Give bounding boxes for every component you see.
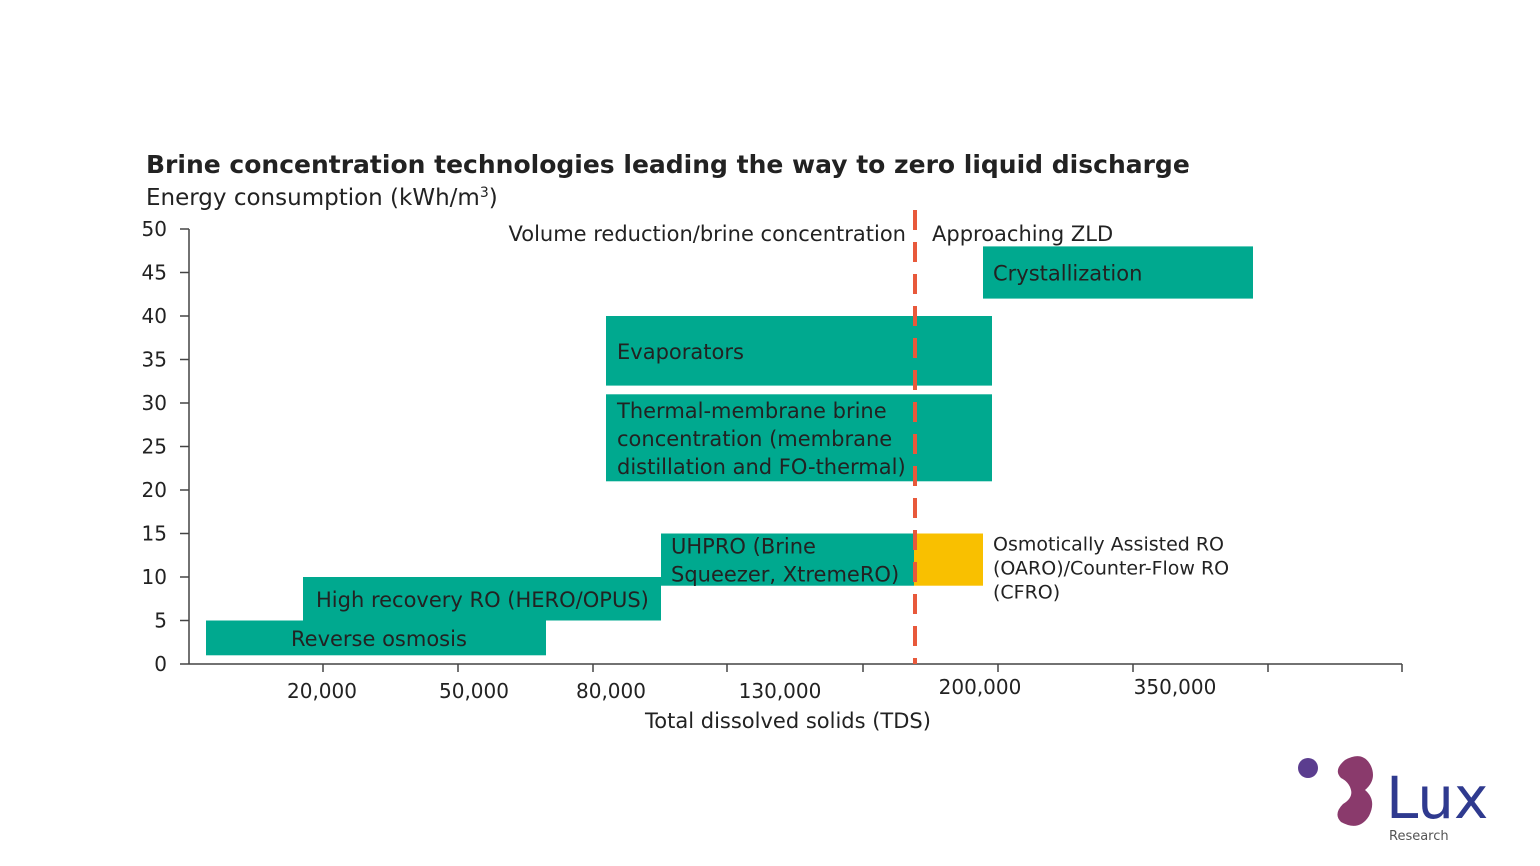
y-tick-label: 25: [142, 435, 167, 459]
x-tick-label: 50,000: [439, 679, 509, 703]
bar-high-recovery-ro-hero-opus: [303, 577, 661, 621]
bar-label: UHPRO (Brine: [671, 535, 816, 559]
logo-subtext: Research: [1389, 829, 1449, 844]
y-tick-label: 0: [154, 652, 167, 676]
y-axis-label-sup: 3: [480, 185, 489, 201]
y-tick-label: 50: [142, 217, 167, 241]
bar-crystallization: [983, 246, 1253, 299]
y-tick-label: 10: [142, 565, 167, 589]
y-axis-label-main: Energy consumption (kWh/m: [146, 185, 480, 211]
bar-label: (OARO)/Counter-Flow RO: [993, 558, 1229, 580]
region-label-right: Approaching ZLD: [932, 222, 1113, 246]
y-tick-label: 20: [142, 478, 167, 502]
logo-mark-icon: [1337, 756, 1373, 826]
y-axis-label: Energy consumption (kWh/m3): [146, 185, 498, 211]
y-axis-label-close: ): [489, 185, 498, 211]
logo-dot-icon: [1298, 758, 1318, 778]
lux-research-logo: Lux Research: [1298, 756, 1488, 844]
y-tick-label: 30: [142, 391, 167, 415]
bar-label: Thermal-membrane brine: [616, 399, 887, 423]
bar-osmotically-assisted-ro-oaro-counter-flo: [914, 533, 983, 586]
chart-title: Brine concentration technologies leading…: [146, 150, 1190, 179]
bar-label: Squeezer, XtremeRO): [671, 563, 899, 587]
bar-label: Evaporators: [617, 340, 744, 364]
bar-evaporators: [606, 316, 992, 386]
bar-label: Osmotically Assisted RO: [993, 534, 1224, 556]
bar-label: Crystallization: [993, 262, 1142, 286]
y-tick-label: 40: [142, 304, 167, 328]
x-tick-label: 80,000: [576, 679, 646, 703]
y-ticks: 0 5 10 15 20 25 30 35 40 45 50: [142, 217, 189, 676]
x-ticks: 20,000 50,000 80,000 130,000 200,000 350,000: [287, 664, 1403, 703]
y-tick-label: 15: [142, 522, 167, 546]
x-tick-label: 130,000: [739, 679, 822, 703]
bar-reverse-osmosis: [206, 620, 546, 656]
y-tick-label: 45: [142, 261, 167, 285]
region-label-left: Volume reduction/brine concentration: [508, 222, 906, 246]
logo-text: Lux: [1386, 764, 1488, 832]
bar-thermal-membrane-brine-concentration-mem: [606, 394, 992, 482]
y-tick-label: 5: [154, 609, 167, 633]
y-tick-label: 35: [142, 348, 167, 372]
bar-label: Reverse osmosis: [291, 627, 467, 651]
x-tick-label: 200,000: [939, 675, 1022, 699]
bar-label: distillation and FO-thermal): [617, 455, 906, 479]
x-tick-label: 20,000: [287, 679, 357, 703]
x-tick-label: 350,000: [1134, 675, 1217, 699]
bar-label: (CFRO): [993, 582, 1060, 604]
bars: Reverse osmosis High recovery RO (HERO/OP…: [206, 246, 1253, 656]
bar-label: High recovery RO (HERO/OPUS): [316, 588, 649, 612]
bar-label: concentration (membrane: [617, 427, 892, 451]
bar-uhpro-brine-squeezer-xtremero: [661, 533, 914, 586]
x-axis-label: Total dissolved solids (TDS): [644, 709, 931, 733]
